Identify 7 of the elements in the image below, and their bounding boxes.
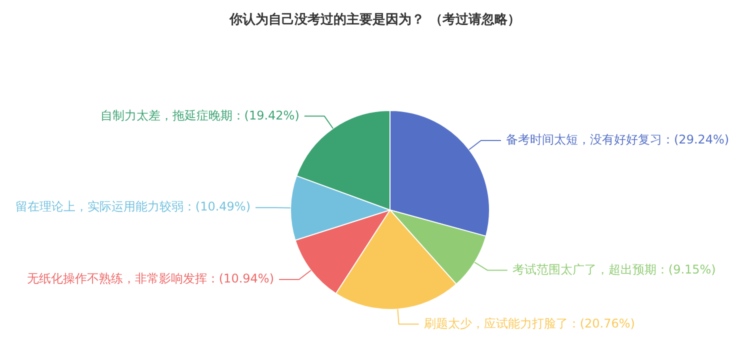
slice-label: 留在理论上，实际运用能力较弱：(10.49%) [15, 200, 251, 214]
slice-label: 自制力太差，拖延症晚期：(19.42%) [100, 108, 300, 122]
slice-label: 考试范围太广了，超出预期：(9.15%) [512, 262, 716, 276]
chart-title: 你认为自己没考过的主要是因为？ （考过请忽略） [228, 11, 520, 28]
slice-label: 刷题太少，应试能力打脸了：(20.76%) [424, 316, 635, 330]
slice-label: 备考时间太短，没有好好复习：(29.24%) [506, 132, 730, 147]
slice-label: 无纸化操作不熟练，非常影响发挥：(10.94%) [26, 272, 274, 286]
